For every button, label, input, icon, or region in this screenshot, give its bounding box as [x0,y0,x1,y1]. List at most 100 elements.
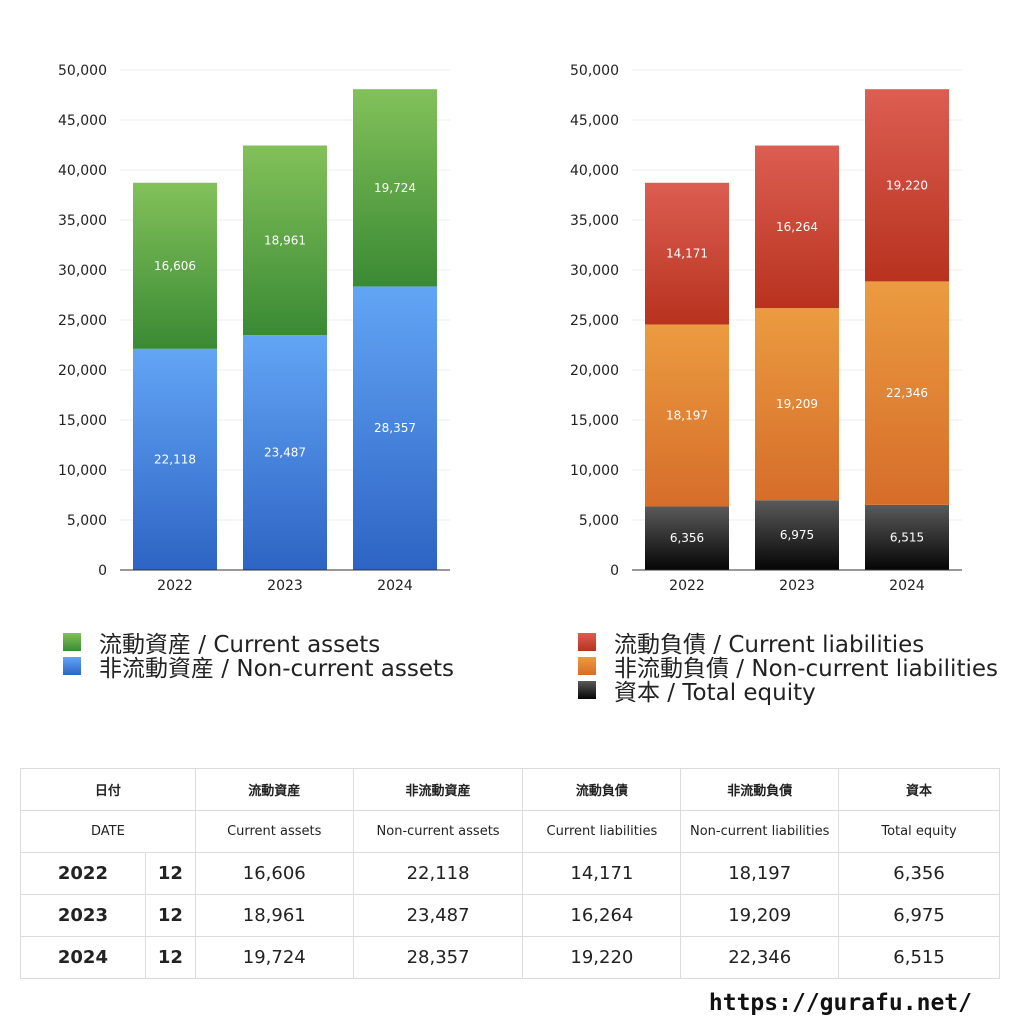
data-label: 19,724 [374,181,416,195]
bar-segment [645,182,729,325]
legend-swatch-total-equity [578,681,596,699]
y-tick-label: 40,000 [570,163,619,179]
legend-swatch-non-current-liabilities [578,657,596,675]
header-total-equity-jp: 資本 [838,768,1000,811]
legend-swatch-non-current-assets [63,657,81,675]
data-label: 22,346 [886,386,928,400]
cell-total-equity: 6,975 [838,894,1000,937]
cell-year: 2024 [20,936,146,979]
legend-label: 資本 / Total equity [614,680,816,706]
y-tick-label: 35,000 [570,213,619,229]
x-tick-label: 2022 [157,578,193,594]
header-current-assets-en: Current assets [194,810,354,853]
balance-sheet-table: 日付 流動資産 非流動資産 流動負債 非流動負債 資本 DATE Current… [20,768,1000,979]
assets-chart: 0 5,000 10,000 15,000 20,000 25,000 30,000 35,0… [58,63,450,594]
cell-non-current-liabilities: 18,197 [680,852,840,895]
bar-segment [865,504,949,570]
x-tick-label: 2023 [267,578,303,594]
legend-label: 流動負債 / Current liabilities [614,632,925,658]
cell-year: 2023 [20,894,146,937]
assets-legend: 流動資産 / Current assets 非流動資産 / Non-curren… [63,630,454,682]
header-non-current-assets-en: Non-current assets [352,810,524,853]
bar-segment [755,500,839,570]
bar-segment [353,89,437,287]
bar-segment [865,281,949,505]
x-tick-label: 2024 [377,578,413,594]
y-tick-label: 25,000 [570,313,619,329]
header-non-current-liabilities-en: Non-current liabilities [680,810,840,853]
cell-non-current-liabilities: 19,209 [680,894,840,937]
data-label: 6,515 [890,530,924,544]
header-non-current-liabilities-jp: 非流動負債 [680,768,840,811]
legend-item-non-current-liabilities: 非流動負債 / Non-current liabilities [578,654,998,682]
legend-swatch-current-assets [63,633,81,651]
bar-segment [353,286,437,570]
y-tick-label: 45,000 [58,113,107,129]
y-tick-label: 40,000 [58,163,107,179]
data-label: 18,961 [264,233,306,247]
cell-current-liabilities: 16,264 [522,894,682,937]
data-label: 14,171 [666,247,708,261]
table-header-row-jp: 日付 流動資産 非流動資産 流動負債 非流動負債 資本 [20,768,1000,811]
y-tick-label: 0 [98,563,107,579]
y-tick-label: 5,000 [67,513,107,529]
legend-label: 非流動資産 / Non-current assets [99,656,455,682]
data-label: 23,487 [264,446,306,460]
bar-segment [645,324,729,507]
y-tick-label: 20,000 [58,363,107,379]
cell-month: 12 [144,936,196,979]
header-current-liabilities-jp: 流動負債 [522,768,682,811]
cell-current-assets: 18,961 [194,894,354,937]
bar-segment [755,308,839,501]
y-tick-label: 10,000 [570,463,619,479]
data-label: 22,118 [154,452,196,466]
x-tick-label: 2024 [889,578,925,594]
header-current-liabilities-en: Current liabilities [522,810,682,853]
data-label: 6,975 [780,528,814,542]
y-tick-label: 25,000 [58,313,107,329]
y-tick-label: 5,000 [579,513,619,529]
legend-item-current-liabilities: 流動負債 / Current liabilities [578,630,998,658]
header-total-equity-en: Total equity [838,810,1000,853]
liabilities-equity-chart: 0 5,000 10,000 15,000 20,000 25,000 30,000 35,0… [570,63,962,594]
table-row: 2023 12 18,961 23,487 16,264 19,209 6,97… [20,894,1000,937]
header-date-en: DATE [20,810,196,853]
data-label: 6,356 [670,531,704,545]
site-url: https://gurafu.net/ [708,990,972,1016]
header-non-current-assets-jp: 非流動資産 [352,768,524,811]
legend-label: 非流動負債 / Non-current liabilities [614,656,998,682]
y-tick-label: 15,000 [58,413,107,429]
legend-item-non-current-assets: 非流動資産 / Non-current assets [63,654,454,682]
data-label: 28,357 [374,421,416,435]
y-tick-label: 30,000 [570,263,619,279]
bar-segment [243,335,327,570]
data-label: 16,606 [154,259,196,273]
legend-swatch-current-liabilities [578,633,596,651]
cell-total-equity: 6,515 [838,936,1000,979]
bar-segment [755,145,839,309]
bar-segment [865,89,949,282]
cell-current-liabilities: 19,220 [522,936,682,979]
cell-total-equity: 6,356 [838,852,1000,895]
bar-segment [243,145,327,336]
y-tick-label: 30,000 [58,263,107,279]
y-tick-label: 45,000 [570,113,619,129]
y-tick-label: 20,000 [570,363,619,379]
data-label: 16,264 [776,220,818,234]
y-tick-label: 50,000 [58,63,107,79]
legend-item-current-assets: 流動資産 / Current assets [63,630,454,658]
legend-label: 流動資産 / Current assets [99,632,381,658]
cell-non-current-assets: 23,487 [352,894,524,937]
x-tick-label: 2023 [779,578,815,594]
cell-non-current-liabilities: 22,346 [680,936,840,979]
cell-year: 2022 [20,852,146,895]
header-date-jp: 日付 [20,768,196,811]
cell-current-assets: 19,724 [194,936,354,979]
cell-non-current-assets: 22,118 [352,852,524,895]
table-header-row-en: DATE Current assets Non-current assets C… [20,810,1000,853]
header-current-assets-jp: 流動資産 [194,768,354,811]
y-tick-label: 15,000 [570,413,619,429]
table-row: 2024 12 19,724 28,357 19,220 22,346 6,51… [20,936,1000,979]
data-label: 19,220 [886,178,928,192]
bar-segment [133,348,217,570]
